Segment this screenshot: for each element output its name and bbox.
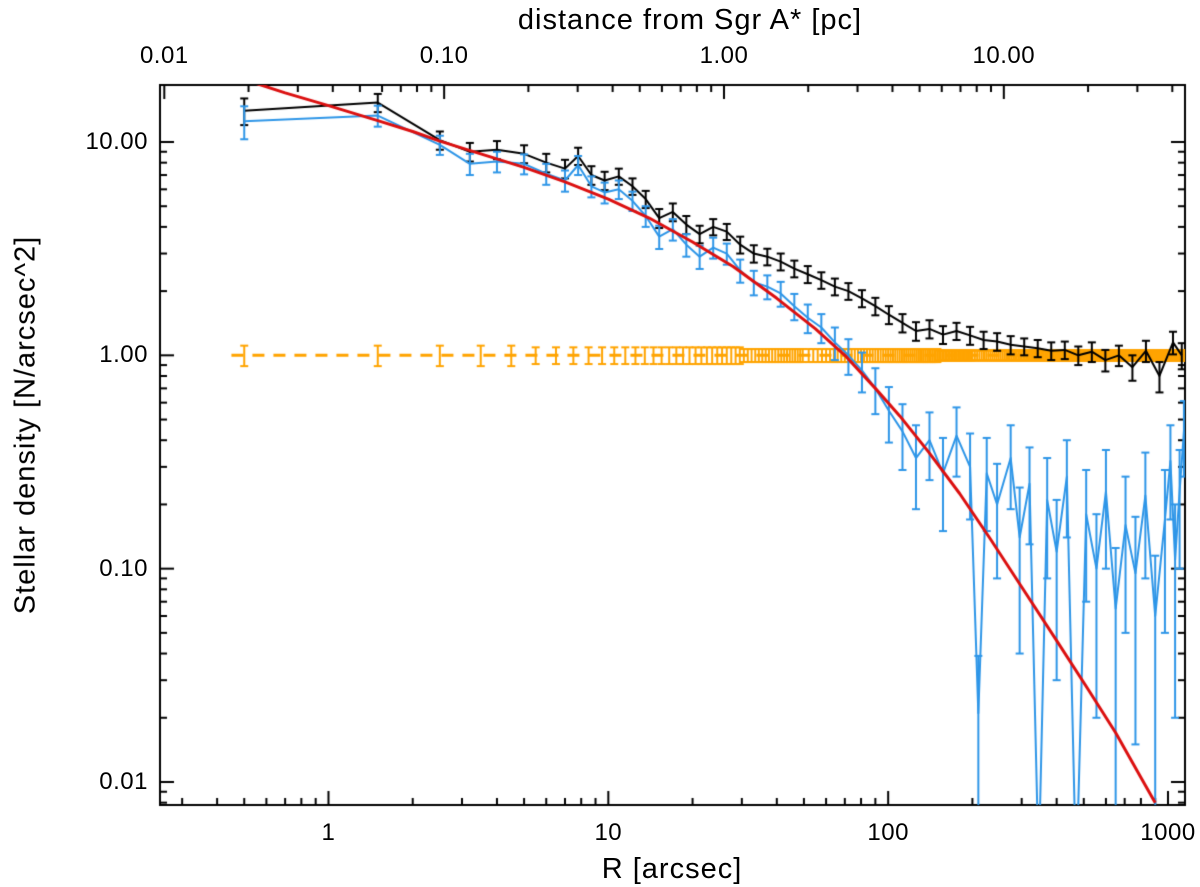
top-axis-title: distance from Sgr A* [pc] [517, 4, 863, 36]
top-tick-label: 0.01 [139, 42, 189, 69]
y-tick-label: 10.00 [85, 127, 148, 155]
y-tick-label: 1.00 [99, 341, 148, 369]
y-tick-label: 0.10 [99, 554, 148, 582]
top-tick-label: 1.00 [699, 42, 749, 69]
x-tick-label: 1000 [1140, 819, 1196, 846]
y-axis-title: Stellar density [N/arcsec^2] [9, 235, 42, 615]
x-tick-label: 10 [594, 819, 623, 846]
x-axis-title: R [arcsec] [601, 853, 743, 885]
x-tick-label: 100 [867, 819, 909, 846]
y-tick-label: 0.01 [99, 767, 148, 795]
x-tick-label: 1 [321, 819, 336, 846]
top-tick-label: 10.00 [972, 42, 1036, 69]
top-tick-label: 0.10 [419, 42, 469, 69]
